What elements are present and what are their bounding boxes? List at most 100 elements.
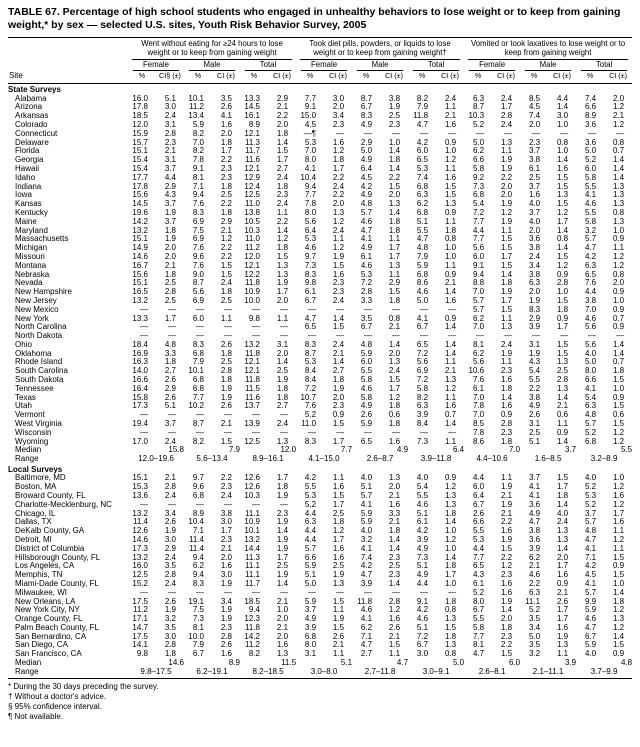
cell: 1.8 (276, 243, 289, 253)
cell: 1.4 (276, 137, 289, 147)
cell: 5.2 (472, 587, 485, 597)
cell: 2.4 (276, 199, 289, 209)
cell: 2.1 (332, 640, 345, 650)
cell: 13.3 (244, 93, 260, 103)
cell: 15.7 (132, 137, 148, 147)
table-row: Kentucky 19.6 1.9 8.3 1.8 13.8 1.1 8.0 1.3 5.7 1.4… (8, 207, 632, 218)
cell: 1.8 (276, 392, 289, 402)
cell: 6.3 (416, 190, 429, 200)
cell: — (224, 410, 232, 420)
cell: 1.9 (500, 348, 513, 358)
site-name: New Jersey (15, 295, 57, 305)
median-row: Median 15.8 7.9 12.0 7.7 4.9 6.4 7.0 3.7 5.5 (8, 446, 632, 455)
cell: 6.8 (416, 269, 429, 279)
cell: 1.5 (556, 339, 569, 349)
cell: 5.9 (360, 419, 373, 429)
cell: 1.8 (164, 649, 176, 659)
cell: 11.6 (245, 392, 260, 402)
cell: 2.5 (528, 172, 541, 182)
site-name: New York (15, 313, 49, 323)
cell: 4.5 (528, 102, 541, 112)
table-row: Wisconsin — — — — — — — — — — — — 7.8 2.3 2.5 0.9 5.2 1.2 (8, 427, 632, 438)
site-name: Kansas (15, 199, 42, 209)
cell: 2.4 (164, 111, 176, 121)
cell: 3.1 (164, 155, 176, 165)
cell: 0.9 (444, 207, 457, 217)
cell: 11.7 (245, 146, 260, 156)
cell: 2.8 (164, 570, 176, 580)
sex-header: Total (408, 59, 465, 72)
cell: 7.7 (472, 631, 485, 641)
cell: 4.6 (584, 313, 597, 323)
cell: 2.7 (360, 649, 373, 659)
table-row: Hillsborough County, FL 13.2 2.4 9.4 2.0 11.3… (8, 553, 632, 563)
cell: 4.0 (556, 508, 569, 518)
cell: 6.3 (528, 587, 541, 597)
cell: 4.0 (360, 473, 373, 483)
cell: 1.9 (332, 614, 345, 624)
cell: 5.0 (584, 146, 597, 156)
cell: 2.1 (164, 260, 176, 270)
cell: 2.5 (528, 427, 541, 437)
cell: 1.0 (612, 225, 625, 235)
cell: — (140, 331, 148, 341)
cell: 1.4 (388, 578, 401, 588)
cell: 6.3 (304, 517, 317, 527)
cell: 1.1 (556, 419, 569, 429)
cell: — (280, 499, 289, 509)
cell: 2.2 (500, 640, 513, 650)
cell: 5.6 (472, 357, 485, 367)
table-row: Connecticut 15.9 2.8 8.2 2.0 12.1 1.8 —¶ — — — — — — —… (8, 128, 632, 139)
cell: — (532, 128, 541, 138)
cell: 1.0 (556, 146, 569, 156)
table-row: Memphis, TN 12.5 2.8 9.4 3.0 11.1 1.9 5.1 1.9 4.7… (8, 570, 632, 580)
cell: — (420, 427, 429, 437)
cell: 1.7 (276, 287, 289, 297)
cell: — (364, 304, 373, 314)
cell: 1.6 (500, 375, 513, 385)
cell: 1.7 (332, 499, 345, 509)
cell: 9.1 (472, 260, 485, 270)
cell: 2.6–8.7 (366, 454, 394, 464)
cell: 0.6 (612, 410, 625, 420)
cell: 5.5 (528, 375, 541, 385)
cell: 4.0 (416, 473, 429, 483)
cell: 1.4 (388, 534, 401, 544)
cell: 2.6 (332, 631, 345, 641)
cell: 1.5 (500, 260, 513, 270)
cell: 12.5 (244, 436, 260, 446)
cell: 1.6 (388, 614, 401, 624)
cell: 1.5 (388, 287, 401, 297)
cell: 3.7 (528, 207, 541, 217)
cell: 2.3 (500, 631, 513, 641)
cell: 11.2 (133, 605, 148, 615)
cell: 3.2 (584, 225, 597, 235)
site-name: San Diego, CA (15, 640, 68, 650)
cell: — (280, 304, 289, 314)
cell: 2.3 (528, 137, 541, 147)
cell: 1.3 (388, 473, 401, 483)
cell: 3.1 (164, 119, 176, 129)
cell: 2.3 (500, 366, 513, 376)
cell: 6.2–19.1 (184, 667, 240, 679)
cell: 6.8 (192, 375, 204, 385)
cell: 6.7 (584, 631, 597, 641)
cell: 1.4 (612, 172, 625, 182)
cell: 4.4 (304, 526, 317, 536)
cell: 3.1 (304, 649, 317, 659)
cell: 6.7 (304, 295, 317, 305)
cell: 1.8 (220, 137, 232, 147)
cell: — (308, 587, 317, 597)
site-name: Broward County, FL (15, 490, 86, 500)
cell: 5.5 (416, 490, 429, 500)
table-row: Missouri 14.6 2.0 9.6 2.2 12.0 1.5 9.7 1.9 6.1 1.7… (8, 252, 632, 262)
cell: 10.9 (244, 517, 260, 527)
cell: — (364, 331, 373, 341)
cell: 1.9 (276, 490, 289, 500)
cell: 2.0 (332, 392, 345, 402)
cell: 2.4 (444, 93, 457, 103)
cell: 1.1 (500, 225, 513, 235)
cell: 8.2 (416, 93, 429, 103)
percent-header: % (184, 71, 212, 85)
site-name: Florida (15, 146, 40, 156)
